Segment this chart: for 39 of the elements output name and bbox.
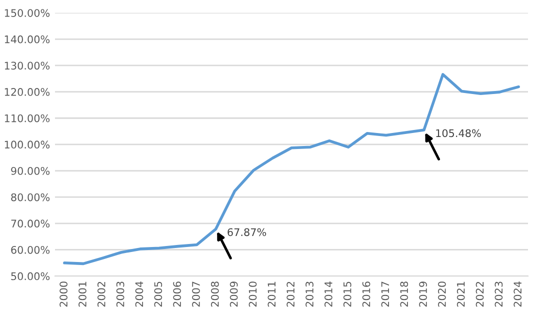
y-tick-label: 120.00% xyxy=(4,88,50,96)
x-tick-label: 2016 xyxy=(362,282,370,307)
x-tick-label: 2014 xyxy=(324,282,332,307)
x-tick-label: 2000 xyxy=(60,282,68,307)
x-tick-label: 2017 xyxy=(381,282,390,307)
x-tick-label: 2003 xyxy=(116,282,124,307)
x-tick-label: 2022 xyxy=(476,282,484,307)
x-tick-label: 2007 xyxy=(192,282,200,307)
x-tick-label: 2009 xyxy=(230,282,238,307)
annotation: 67.87% xyxy=(228,228,266,236)
y-tick-label: 60.00% xyxy=(11,246,50,254)
x-tick-label: 2001 xyxy=(78,282,86,307)
line-series xyxy=(63,73,520,266)
x-tick-label: 2004 xyxy=(135,282,144,307)
x-tick-label: 2024 xyxy=(514,282,522,307)
x-tick-label: 2015 xyxy=(343,282,352,307)
x-tick-label: 2002 xyxy=(97,282,106,307)
y-tick-label: 90.00% xyxy=(11,167,50,175)
annotation: 105.48% xyxy=(436,129,481,138)
x-tick-label: 2006 xyxy=(173,282,181,307)
x-tick-label: 2008 xyxy=(210,282,219,307)
x-tick-label: 2023 xyxy=(494,282,503,307)
x-tick-label: 2021 xyxy=(456,282,465,307)
y-tick-label: 150.00% xyxy=(4,9,50,17)
x-tick-label: 2018 xyxy=(400,282,408,307)
y-tick-label: 130.00% xyxy=(4,62,50,70)
x-tick-label: 2020 xyxy=(438,282,446,307)
y-tick-label: 110.00% xyxy=(4,114,50,122)
y-tick-label: 50.00% xyxy=(11,272,50,280)
x-tick-label: 2012 xyxy=(286,282,295,307)
x-tick-label: 2005 xyxy=(154,282,162,307)
x-tick-label: 2011 xyxy=(268,282,276,307)
y-tick-label: 70.00% xyxy=(11,220,50,228)
y-tick-label: 80.00% xyxy=(11,193,50,202)
y-tick-label: 140.00% xyxy=(4,35,50,44)
x-tick-label: 2010 xyxy=(248,282,257,307)
x-tick-label: 2013 xyxy=(306,282,314,307)
y-tick-label: 100.00% xyxy=(4,140,50,149)
x-tick-label: 2019 xyxy=(419,282,427,307)
